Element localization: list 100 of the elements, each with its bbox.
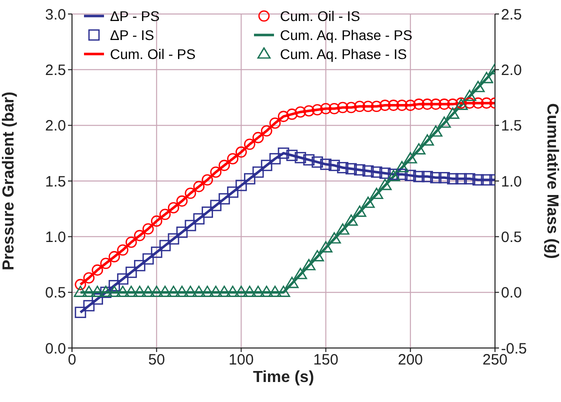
point	[117, 273, 128, 285]
point	[361, 196, 375, 208]
point	[303, 105, 315, 117]
point	[370, 166, 382, 178]
point	[243, 286, 256, 297]
point	[150, 286, 164, 297]
point	[175, 286, 189, 297]
point	[74, 306, 86, 318]
point	[126, 236, 137, 248]
point	[472, 97, 484, 109]
point	[251, 286, 265, 297]
point	[278, 110, 290, 122]
point	[269, 117, 281, 129]
point	[108, 286, 121, 297]
x-tick-label: 200	[398, 352, 423, 369]
point	[413, 170, 425, 182]
point	[141, 286, 155, 297]
point	[438, 116, 451, 128]
point	[209, 286, 222, 297]
y2-tick-label: 1.0	[501, 173, 522, 190]
point	[285, 276, 299, 288]
y2-tick-label: 1.5	[501, 118, 522, 135]
point	[438, 172, 450, 184]
point	[362, 100, 374, 112]
y-tick-label: 1.0	[45, 228, 66, 246]
point	[379, 168, 391, 179]
point	[193, 213, 205, 225]
point	[447, 98, 458, 110]
point	[150, 246, 162, 258]
legend-label: Cum. Aq. Phase - IS	[280, 46, 407, 62]
point	[100, 258, 112, 270]
point	[480, 72, 494, 84]
point	[302, 258, 316, 270]
point	[344, 214, 358, 226]
x-tick-label: 50	[148, 352, 165, 369]
point	[227, 186, 238, 198]
point	[310, 250, 324, 262]
point	[184, 286, 198, 297]
point	[202, 206, 214, 218]
point	[210, 166, 222, 178]
point	[354, 100, 366, 112]
point	[134, 230, 146, 242]
point	[446, 108, 460, 119]
point	[159, 240, 171, 252]
point	[83, 300, 95, 312]
point	[294, 152, 306, 164]
point	[430, 172, 442, 184]
point	[168, 233, 180, 245]
y-tick-label: 3.0	[45, 6, 66, 24]
point	[286, 150, 298, 162]
point	[142, 223, 154, 235]
point	[124, 286, 138, 297]
point	[328, 232, 341, 244]
point	[404, 170, 416, 182]
point	[210, 200, 222, 212]
point	[134, 260, 146, 272]
point	[303, 154, 315, 166]
point	[108, 251, 120, 262]
point	[150, 215, 162, 227]
y2-tick-label: 0.0	[501, 284, 522, 302]
point	[276, 286, 290, 297]
legend-label: Cum. Oil - PS	[110, 46, 196, 62]
point	[252, 166, 264, 178]
point	[218, 193, 230, 204]
point	[176, 226, 188, 238]
point	[379, 100, 391, 111]
point	[412, 143, 426, 154]
point	[352, 206, 366, 217]
point	[158, 286, 172, 297]
point	[404, 100, 416, 111]
point	[472, 174, 484, 186]
point	[92, 293, 104, 305]
y-tick-label: 1.5	[45, 173, 66, 190]
point	[286, 108, 298, 120]
point	[184, 188, 196, 199]
point	[337, 102, 348, 114]
point	[126, 266, 137, 278]
point	[456, 173, 467, 184]
point	[354, 164, 366, 176]
point	[260, 125, 272, 137]
point	[464, 173, 476, 184]
x-tick-label: 0	[68, 352, 76, 369]
point	[362, 165, 374, 177]
point	[319, 241, 332, 252]
point	[192, 286, 206, 297]
point	[328, 160, 340, 172]
point	[260, 160, 272, 172]
point	[133, 286, 146, 297]
point	[74, 278, 86, 290]
y-axis-title: Pressure Gradient (bar)	[0, 92, 18, 270]
point	[388, 100, 400, 111]
point	[396, 100, 408, 111]
point	[244, 138, 256, 150]
point	[328, 102, 340, 114]
point	[159, 208, 171, 220]
point	[396, 168, 408, 180]
point	[312, 156, 323, 168]
point	[337, 162, 348, 174]
point	[142, 253, 154, 265]
point	[166, 286, 180, 297]
